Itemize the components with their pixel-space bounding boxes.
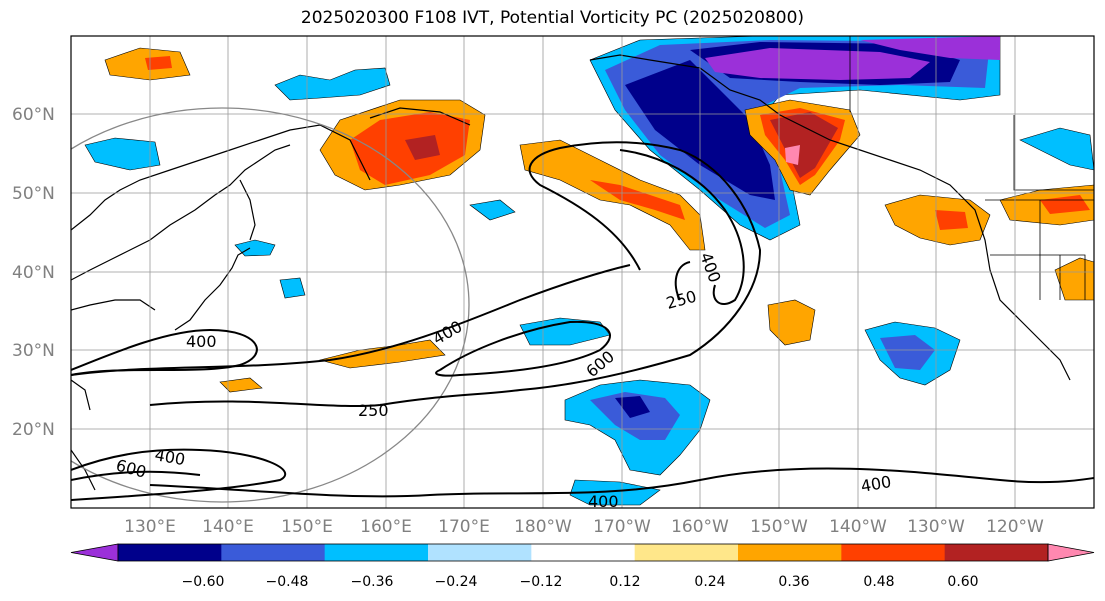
colorbar-tick-label: 0.12 xyxy=(609,574,640,590)
lon-label: 160°E xyxy=(360,517,412,537)
contour-label: 400 xyxy=(588,492,619,511)
colorbar-tick-label: −0.24 xyxy=(435,574,478,590)
lat-label: 40°N xyxy=(12,263,55,283)
country-borders xyxy=(849,36,1094,300)
colorbar-segment xyxy=(118,544,222,561)
lon-label: 120°W xyxy=(986,517,1044,537)
colorbar-segment xyxy=(324,544,429,561)
colorbar-segment xyxy=(944,544,1049,561)
lon-label: 140°E xyxy=(202,517,254,537)
colorbar xyxy=(70,543,1095,562)
map-border xyxy=(70,35,1095,509)
lat-label: 60°N xyxy=(12,105,55,125)
lon-label: 140°W xyxy=(829,517,887,537)
colorbar-segment xyxy=(428,544,532,561)
colorbar-extend-low xyxy=(70,543,119,562)
lon-label: 150°W xyxy=(750,517,808,537)
colorbar-extend-high xyxy=(1047,543,1095,562)
colorbar-tick-label: 0.24 xyxy=(694,574,725,590)
lat-label: 50°N xyxy=(12,184,55,204)
contour-label: 400 xyxy=(186,332,217,351)
colorbar-tick-label: −0.36 xyxy=(351,574,394,590)
colorbar-segment xyxy=(221,544,326,561)
colorbar-tick-label: −0.48 xyxy=(266,574,309,590)
longitude-labels: 130°E 140°E 150°E 160°E 170°E 180°W 170°… xyxy=(124,517,1044,537)
gridlines xyxy=(71,36,1094,508)
lon-label: 130°E xyxy=(124,517,176,537)
colorbar-tick-label: −0.12 xyxy=(520,574,563,590)
contour-label: 250 xyxy=(358,401,389,420)
lat-label: 20°N xyxy=(12,420,55,440)
lon-label: 170°E xyxy=(438,517,490,537)
colorbar-segment xyxy=(634,544,739,561)
latitude-labels: 60°N 50°N 40°N 30°N 20°N xyxy=(12,105,55,440)
colorbar-segment xyxy=(531,544,636,561)
colorbar-frame xyxy=(117,543,1049,562)
colorbar-ticks: −0.60 −0.48 −0.36 −0.24 −0.12 0.12 0.24 … xyxy=(182,574,979,590)
colorbar-tick-label: 0.48 xyxy=(863,574,894,590)
lon-label: 160°W xyxy=(671,517,729,537)
map-title: 2025020300 F108 IVT, Potential Vorticity… xyxy=(300,8,805,28)
lon-label: 170°W xyxy=(593,517,651,537)
colorbar-tick-label: 0.60 xyxy=(947,574,978,590)
colorbar-tick-label: 0.36 xyxy=(778,574,809,590)
colorbar-tick-label: −0.60 xyxy=(182,574,225,590)
lat-label: 30°N xyxy=(12,341,55,361)
colorbar-segment xyxy=(738,544,842,561)
lon-label: 150°E xyxy=(281,517,333,537)
lon-label: 130°W xyxy=(907,517,965,537)
lon-label: 180°W xyxy=(514,517,572,537)
ivt-contours xyxy=(71,141,1094,501)
coastlines xyxy=(71,54,1071,491)
reference-circle xyxy=(71,107,470,503)
pv-shading xyxy=(84,36,1094,506)
colorbar-segment xyxy=(841,544,946,561)
